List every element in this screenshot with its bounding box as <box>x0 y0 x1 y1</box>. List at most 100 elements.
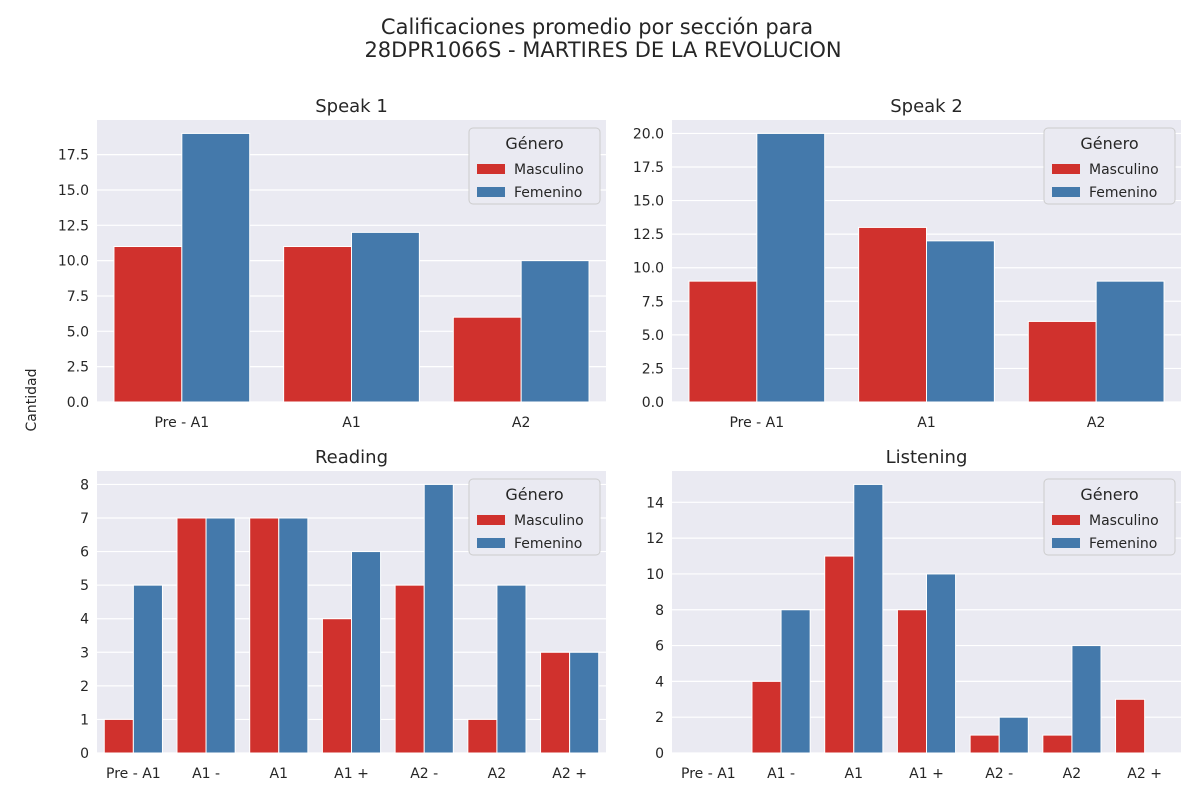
y-tick-label: 0.0 <box>642 395 664 411</box>
x-tick-label: Pre - A1 <box>729 415 784 431</box>
x-tick-label: A2 - <box>410 766 438 782</box>
panel-listening: 0 2 4 6 8 10 12 14 Pre - A1 A1 - A1 A1 + A2 - A2 A2 + L… <box>646 447 1181 782</box>
bar-masculino-pre-a1 <box>113 246 183 403</box>
legend: Género Masculino Femenino <box>468 478 601 556</box>
x-tick-label: A2 <box>512 415 530 431</box>
x-tick-label: A2 - <box>985 766 1013 782</box>
y-tick-label: 15.0 <box>58 183 89 199</box>
legend-swatch-femenino <box>477 538 505 548</box>
bar-masculino-a1 <box>858 226 928 403</box>
legend-swatch-masculino <box>477 515 505 525</box>
legend-swatch-femenino <box>1052 538 1080 548</box>
bar-masculino-a2 <box>467 718 498 754</box>
bar-masculino-a1 <box>283 246 352 403</box>
y-tick-label: 8 <box>655 603 664 619</box>
y-tick-label: 2.5 <box>642 361 664 377</box>
y-tick-label: 5.0 <box>642 328 664 344</box>
bar-masculino-a1 <box>176 517 207 754</box>
bar-masculino-pre-a1 <box>103 718 134 754</box>
bar-femenino-a2 <box>569 651 600 754</box>
legend-label-femenino: Femenino <box>1089 185 1157 201</box>
bar-masculino-a2 <box>1042 734 1073 754</box>
y-tick-label: 20.0 <box>633 126 664 142</box>
x-tick-label: A2 + <box>552 766 587 782</box>
legend-label-femenino: Femenino <box>514 185 582 201</box>
y-tick-label: 12.5 <box>58 218 89 234</box>
subplot-title: Reading <box>315 447 388 468</box>
y-tick-label: 17.5 <box>633 160 664 176</box>
bar-femenino-pre-a1 <box>756 132 826 403</box>
y-tick-label: 0 <box>80 746 89 762</box>
y-tick-label: 4 <box>80 612 89 628</box>
bar-femenino-a1 <box>278 517 309 754</box>
bar-masculino-a1 <box>896 609 928 754</box>
bar-masculino-a2 <box>1115 698 1146 754</box>
legend-label-masculino: Masculino <box>514 162 584 178</box>
bar-femenino-a1 <box>853 483 884 754</box>
bar-femenino-a1 <box>780 609 811 754</box>
legend-box <box>1043 127 1176 205</box>
bar-masculino-a2 <box>540 651 571 754</box>
legend-title: Género <box>505 134 563 153</box>
bar-masculino-a2 <box>452 316 522 403</box>
x-tick-label: A2 + <box>1127 766 1162 782</box>
bar-masculino-a1 <box>321 618 352 754</box>
y-tick-label: 12 <box>646 531 664 547</box>
y-tick-label: 6 <box>655 639 664 655</box>
y-tick-label: 17.5 <box>58 148 89 164</box>
bar-femenino-a2 <box>496 584 527 754</box>
x-tick-label: A1 + <box>909 766 944 782</box>
bar-masculino-pre-a1 <box>688 280 758 403</box>
legend-label-masculino: Masculino <box>1089 513 1159 529</box>
y-tick-label: 6 <box>80 545 89 561</box>
legend-swatch-masculino <box>1052 164 1080 174</box>
subplot-title: Speak 2 <box>890 96 963 117</box>
bar-femenino-a1 <box>351 551 382 754</box>
bar-femenino-a2 <box>520 260 590 403</box>
y-tick-label: 10 <box>646 567 664 583</box>
x-tick-label: A1 - <box>192 766 220 782</box>
legend: Género Masculino Femenino <box>1043 478 1176 556</box>
y-tick-label: 5 <box>80 578 89 594</box>
x-tick-label: A1 <box>270 766 288 782</box>
y-tick-label: 2 <box>80 679 89 695</box>
y-tick-label: 7.5 <box>67 289 89 305</box>
y-tick-label: 8 <box>80 477 89 493</box>
panel-speak-1: 0.0 2.5 5.0 7.5 10.0 12.5 15.0 17.5 Pre - A1 A1 A2… <box>58 96 606 431</box>
x-tick-label: A1 <box>342 415 360 431</box>
legend-title: Género <box>505 485 563 504</box>
legend: Género Masculino Femenino <box>1043 127 1176 205</box>
x-tick-label: Pre - A1 <box>154 415 209 431</box>
x-tick-label: A1 - <box>767 766 795 782</box>
bar-femenino-a1 <box>205 517 236 754</box>
y-tick-label: 1 <box>80 712 89 728</box>
bar-femenino-a2 <box>1095 280 1165 403</box>
y-tick-label: 4 <box>655 674 664 690</box>
y-tick-label: 2 <box>655 710 664 726</box>
legend-box <box>1043 478 1176 556</box>
x-tick-label: A1 + <box>334 766 369 782</box>
bar-femenino-a2 <box>423 483 454 754</box>
bar-femenino-pre-a1 <box>132 584 163 754</box>
legend-box <box>468 127 601 205</box>
legend-swatch-masculino <box>477 164 505 174</box>
panel-reading: 0 1 2 3 4 5 6 7 8 Pre - A1 A1 - A1 A1 + A2 - A2 A2 + Rea… <box>80 447 606 782</box>
legend-label-masculino: Masculino <box>1089 162 1159 178</box>
x-tick-label: A1 <box>845 766 863 782</box>
y-tick-label: 10.0 <box>633 261 664 277</box>
y-tick-label: 7 <box>80 511 89 527</box>
y-tick-label: 12.5 <box>633 227 664 243</box>
x-tick-label: A2 <box>488 766 506 782</box>
bar-masculino-a2 <box>1027 320 1097 403</box>
y-tick-label: 7.5 <box>642 294 664 310</box>
y-tick-label: 10.0 <box>58 254 89 270</box>
figure-title-line2: 28DPR1066S - MARTIRES DE LA REVOLUCION <box>364 38 841 62</box>
legend-label-femenino: Femenino <box>1089 536 1157 552</box>
legend-swatch-femenino <box>477 187 505 197</box>
bar-masculino-a1 <box>824 555 855 754</box>
legend-swatch-femenino <box>1052 187 1080 197</box>
legend: Género Masculino Femenino <box>468 127 601 205</box>
bar-femenino-a2 <box>1071 645 1102 754</box>
legend-title: Género <box>1080 485 1138 504</box>
